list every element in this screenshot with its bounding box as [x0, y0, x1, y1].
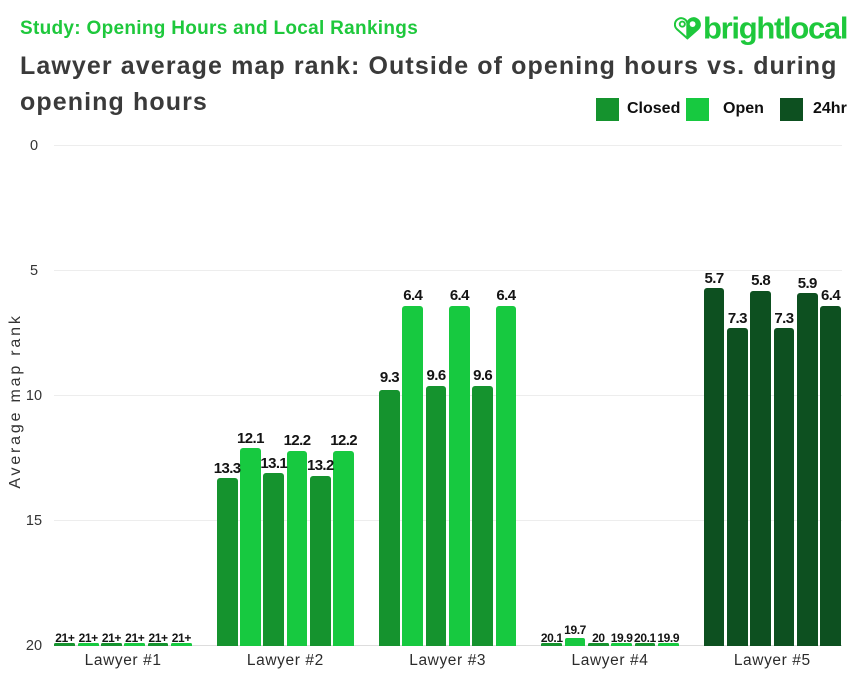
- svg-text:brightlocal: brightlocal: [703, 12, 847, 46]
